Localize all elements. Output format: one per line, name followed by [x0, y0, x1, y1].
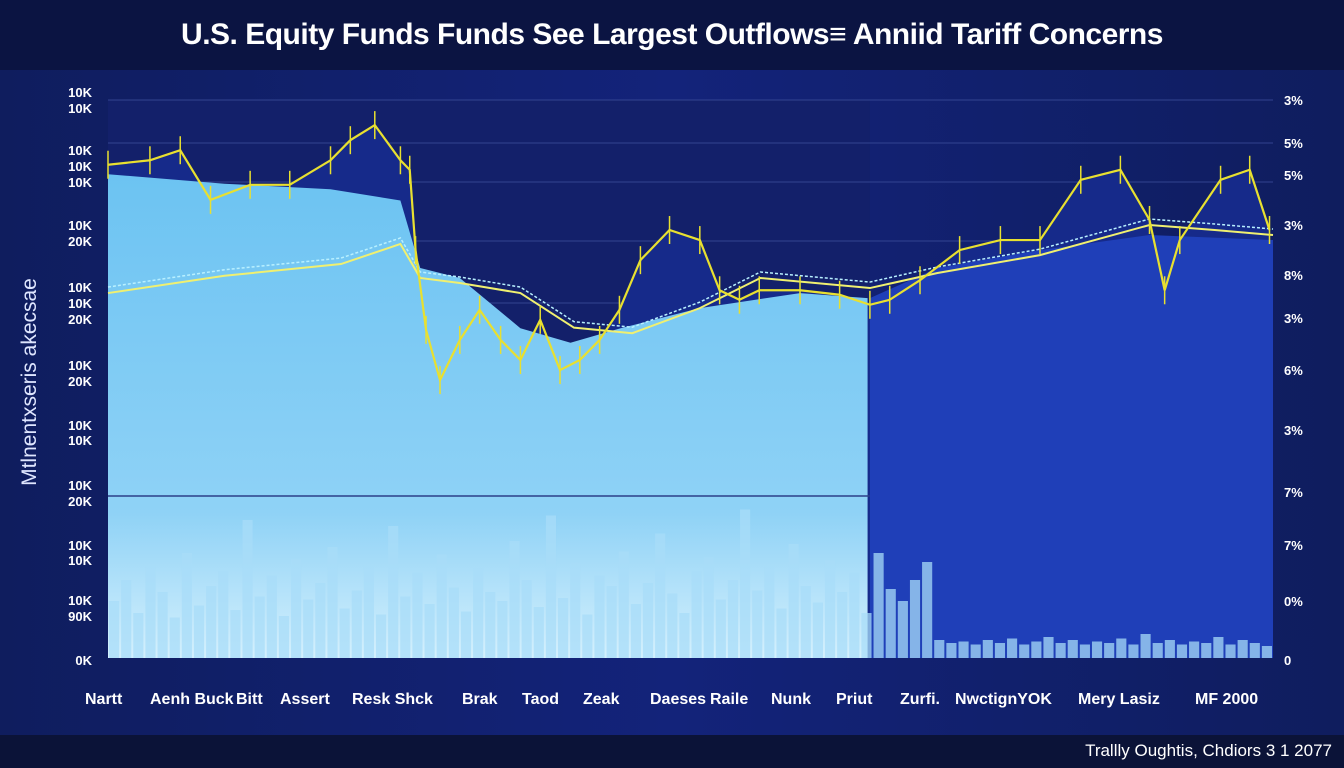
chart-title: U.S. Equity Funds Funds See Largest Outf…	[181, 18, 1163, 51]
y-axis-label: Mtlnentxseris akecsae	[18, 278, 41, 486]
title-bar: U.S. Equity Funds Funds See Largest Outf…	[0, 0, 1344, 70]
footer-bar: Trallly Oughtis, Chdiors 3 1 2077	[0, 735, 1344, 768]
chart-panel	[0, 70, 1344, 735]
footnote: Trallly Oughtis, Chdiors 3 1 2077	[1085, 741, 1332, 760]
